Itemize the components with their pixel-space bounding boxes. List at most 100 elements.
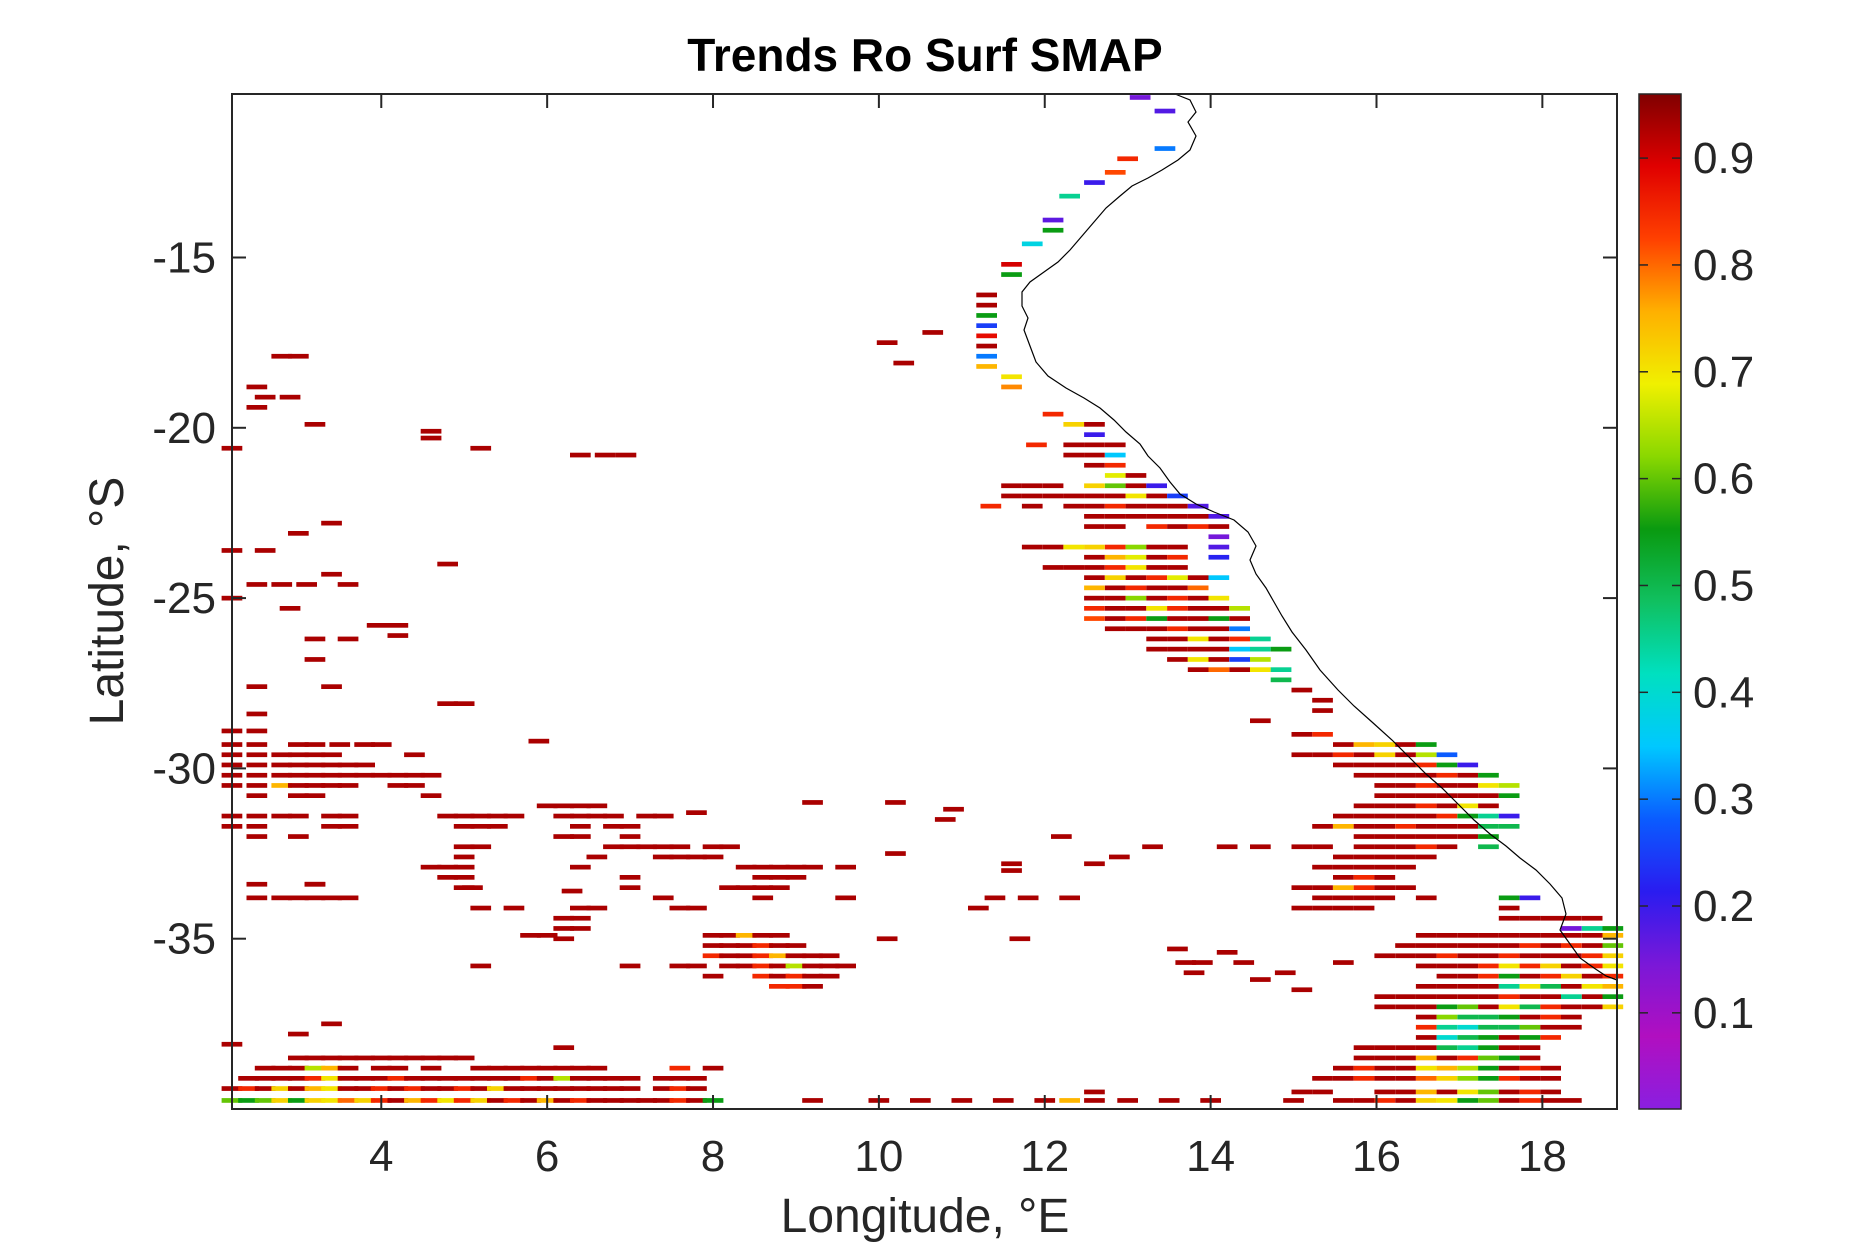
heatmap-cell <box>404 1076 425 1081</box>
heatmap-cell <box>594 452 616 458</box>
heatmap-cell <box>1167 554 1188 560</box>
heatmap-cell <box>1581 933 1603 938</box>
heatmap-cell <box>1291 905 1313 911</box>
heatmap-cell <box>835 895 856 901</box>
heatmap-cell <box>1478 1076 1499 1081</box>
heatmap-cell <box>1250 657 1271 662</box>
heatmap-cell <box>1478 824 1499 829</box>
coastline <box>1021 93 1618 981</box>
heatmap-cell <box>1333 885 1354 890</box>
heatmap-cell <box>1104 616 1126 621</box>
heatmap-cell <box>1333 864 1354 870</box>
heatmap-cell <box>1498 793 1520 798</box>
heatmap-cell <box>1457 1076 1479 1081</box>
heatmap-cell <box>487 813 508 819</box>
heatmap-cell <box>1457 824 1479 829</box>
heatmap-cell <box>1312 752 1333 758</box>
heatmap-cell <box>1274 970 1296 976</box>
heatmap-cell <box>288 752 309 758</box>
heatmap-cell <box>553 1098 575 1103</box>
heatmap-cell <box>304 881 326 887</box>
heatmap-cell <box>586 905 608 911</box>
heatmap-cell <box>503 905 525 911</box>
heatmap-cell <box>1395 793 1416 798</box>
heatmap-cell <box>1192 960 1213 965</box>
heatmap-cell <box>1104 585 1126 591</box>
heatmap-cell <box>487 1076 508 1081</box>
heatmap-cell <box>1063 493 1085 499</box>
heatmap-cell <box>1478 973 1499 979</box>
heatmap-cell <box>1187 503 1209 509</box>
heatmap-cell <box>1063 422 1085 427</box>
heatmap-cell <box>1125 626 1147 632</box>
heatmap-cell <box>1436 783 1458 788</box>
heatmap-cell <box>1395 1098 1416 1103</box>
heatmap-cell <box>453 1098 475 1103</box>
heatmap-cell <box>922 330 944 335</box>
heatmap-cell <box>288 834 309 839</box>
heatmap-cell <box>984 895 1006 901</box>
heatmap-cell <box>1561 933 1582 938</box>
heatmap-cell <box>1104 452 1126 458</box>
heatmap-cell <box>254 548 276 553</box>
heatmap-cell <box>1084 565 1105 570</box>
heatmap-cell <box>802 953 823 959</box>
heatmap-cell <box>1312 708 1333 713</box>
heatmap-cell <box>279 394 301 400</box>
heatmap-cell <box>321 783 342 788</box>
heatmap-cell <box>1167 657 1188 662</box>
heatmap-cell <box>1312 905 1333 911</box>
heatmap-cell <box>288 1065 309 1071</box>
heatmap-cell <box>1478 1089 1499 1095</box>
heatmap-cell <box>271 772 293 778</box>
plot-background <box>232 94 1617 1109</box>
heatmap-cell <box>370 1065 392 1071</box>
heatmap-cell <box>1312 864 1333 870</box>
heatmap-cell <box>1167 493 1188 499</box>
heatmap-cell <box>238 1076 259 1081</box>
heatmap-cell <box>1021 503 1043 509</box>
heatmap-cell <box>246 684 268 689</box>
heatmap-cell <box>1395 834 1416 839</box>
heatmap-cell <box>1436 994 1458 999</box>
heatmap-cell <box>1561 963 1582 969</box>
heatmap-cell <box>1478 803 1499 809</box>
heatmap-cell <box>1104 595 1126 601</box>
heatmap-cell <box>1519 1089 1541 1095</box>
heatmap-cell <box>1498 933 1520 938</box>
heatmap-cell <box>1519 973 1541 979</box>
heatmap-cell <box>1353 864 1375 870</box>
heatmap-cell <box>686 1076 707 1081</box>
heatmap-cell <box>520 1076 541 1081</box>
heatmap-cell <box>769 984 790 989</box>
heatmap-cell <box>1001 493 1022 499</box>
heatmap-cell <box>1146 585 1167 591</box>
heatmap-cell <box>1498 895 1520 901</box>
heatmap-cell <box>520 1086 541 1091</box>
heatmap-cell <box>1436 803 1458 809</box>
heatmap-cell <box>636 813 657 819</box>
heatmap-cell <box>1457 953 1479 959</box>
heatmap-cell <box>553 1076 575 1081</box>
heatmap-cell <box>1001 868 1022 873</box>
heatmap-cell <box>1084 462 1105 468</box>
heatmap-cell <box>1457 803 1479 809</box>
heatmap-cell <box>1353 875 1375 880</box>
heatmap-cell <box>1415 783 1437 788</box>
heatmap-cell <box>246 582 268 587</box>
heatmap-cell <box>1353 905 1375 911</box>
heatmap-cell <box>1167 544 1188 550</box>
heatmap-cell <box>1208 616 1230 621</box>
heatmap-cell <box>1602 973 1624 979</box>
heatmap-cell <box>619 844 641 850</box>
heatmap-cell <box>1457 943 1479 948</box>
heatmap-cell <box>1187 585 1209 591</box>
heatmap-cell <box>1415 933 1437 938</box>
heatmap-cell <box>1187 524 1209 529</box>
heatmap-cell <box>470 963 492 969</box>
heatmap-cell <box>1498 1045 1520 1050</box>
heatmap-cell <box>785 973 807 979</box>
heatmap-cell <box>1478 1065 1499 1071</box>
heatmap-cell <box>453 824 475 829</box>
heatmap-cell <box>1374 1055 1396 1061</box>
